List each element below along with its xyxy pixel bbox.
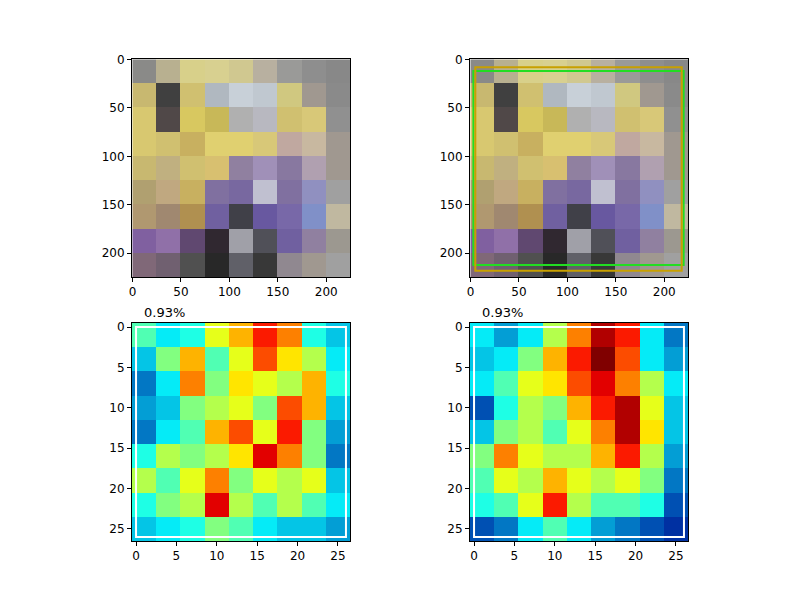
svg-text:0: 0 (117, 53, 125, 67)
svg-text:20: 20 (109, 482, 124, 496)
svg-text:0: 0 (129, 285, 137, 299)
svg-text:20: 20 (628, 549, 643, 563)
svg-text:50: 50 (447, 101, 462, 115)
svg-text:15: 15 (109, 441, 124, 455)
svg-text:0: 0 (132, 549, 140, 563)
svg-text:15: 15 (250, 549, 265, 563)
svg-text:100: 100 (218, 285, 241, 299)
svg-text:200: 200 (315, 285, 338, 299)
svg-text:25: 25 (447, 522, 462, 536)
svg-text:50: 50 (173, 285, 188, 299)
svg-text:5: 5 (117, 361, 125, 375)
svg-text:20: 20 (447, 482, 462, 496)
svg-text:0: 0 (470, 549, 478, 563)
svg-text:10: 10 (447, 401, 462, 415)
svg-text:50: 50 (109, 101, 124, 115)
svg-text:100: 100 (440, 150, 463, 164)
svg-text:50: 50 (511, 285, 526, 299)
svg-text:100: 100 (556, 285, 579, 299)
svg-text:5: 5 (511, 549, 519, 563)
svg-text:25: 25 (668, 549, 683, 563)
svg-text:150: 150 (440, 198, 463, 212)
svg-text:150: 150 (102, 198, 125, 212)
svg-text:10: 10 (547, 549, 562, 563)
svg-text:200: 200 (440, 246, 463, 260)
svg-text:200: 200 (653, 285, 676, 299)
svg-text:25: 25 (109, 522, 124, 536)
svg-text:5: 5 (173, 549, 181, 563)
svg-text:100: 100 (102, 150, 125, 164)
svg-text:10: 10 (209, 549, 224, 563)
svg-text:25: 25 (330, 549, 345, 563)
svg-text:20: 20 (290, 549, 305, 563)
svg-text:0: 0 (455, 53, 463, 67)
svg-text:15: 15 (447, 441, 462, 455)
svg-text:0: 0 (467, 285, 475, 299)
svg-text:0.93%: 0.93% (144, 305, 185, 320)
svg-text:150: 150 (604, 285, 627, 299)
svg-text:5: 5 (455, 361, 463, 375)
svg-text:0: 0 (117, 320, 125, 334)
svg-text:0.93%: 0.93% (482, 305, 523, 320)
svg-text:200: 200 (102, 246, 125, 260)
svg-text:10: 10 (109, 401, 124, 415)
svg-text:150: 150 (266, 285, 289, 299)
svg-text:15: 15 (588, 549, 603, 563)
svg-text:0: 0 (455, 320, 463, 334)
